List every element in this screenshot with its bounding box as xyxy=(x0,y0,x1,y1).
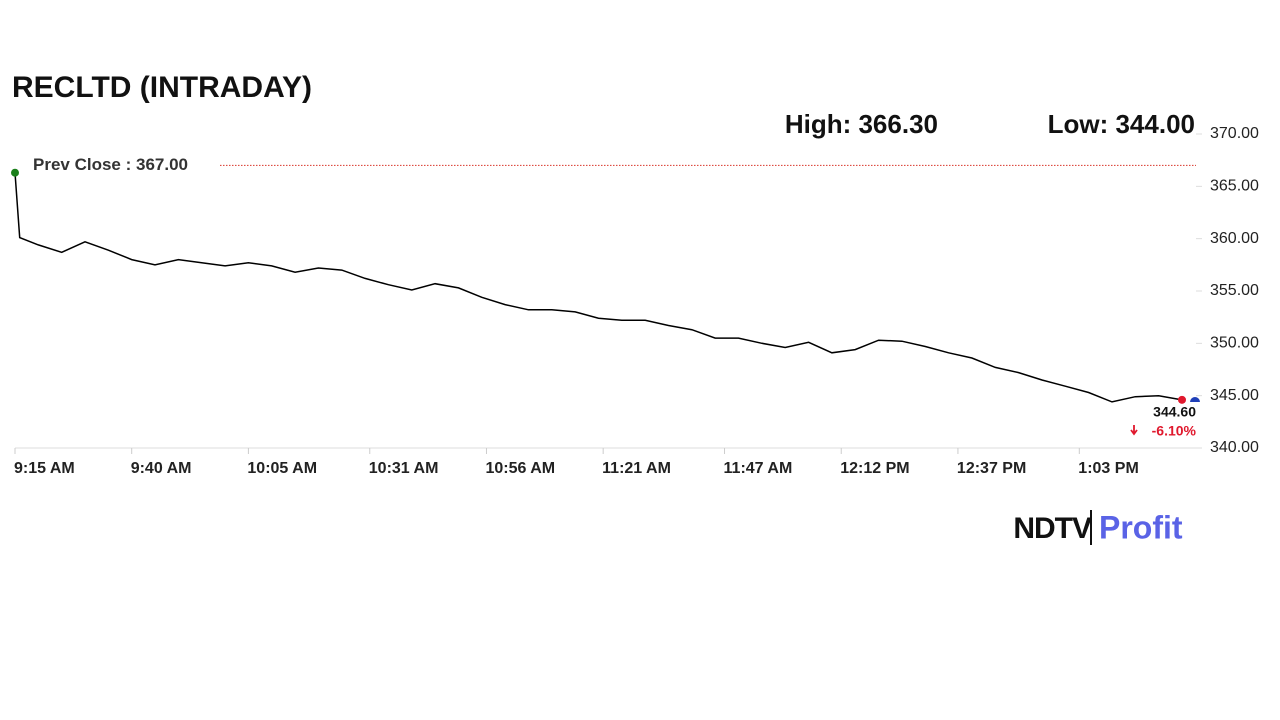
y-tick-label: 350.00 xyxy=(1210,335,1259,352)
x-tick-label: 9:40 AM xyxy=(131,460,192,477)
last-price-label: 344.60 xyxy=(1153,404,1196,420)
x-tick-label: 11:47 AM xyxy=(724,460,793,477)
start-point xyxy=(11,168,19,177)
y-tick-label: 360.00 xyxy=(1210,230,1259,247)
high-label: High: 366.30 xyxy=(785,109,938,139)
brand-name: NDTV xyxy=(1013,512,1092,545)
brand-product: Profit xyxy=(1099,509,1183,545)
price-line xyxy=(14,172,1183,403)
x-tick-label: 11:21 AM xyxy=(602,460,671,477)
end-marker xyxy=(1190,397,1200,402)
y-tick-label: 345.00 xyxy=(1210,387,1259,404)
change-label: -6.10% xyxy=(1152,423,1197,439)
x-tick-label: 1:03 PM xyxy=(1078,460,1138,477)
y-tick-label: 355.00 xyxy=(1210,282,1259,299)
x-tick-label: 10:31 AM xyxy=(369,460,439,477)
down-arrow xyxy=(1130,425,1138,436)
prev-close-label: Prev Close : 367.00 xyxy=(33,155,188,174)
y-tick-label: 370.00 xyxy=(1210,125,1259,142)
x-tick-label: 9:15 AM xyxy=(14,460,75,477)
chart-title: RECLTD (INTRADAY) xyxy=(12,71,312,104)
x-tick-label: 12:12 PM xyxy=(840,460,909,477)
x-tick-label: 10:05 AM xyxy=(247,460,317,477)
x-tick-label: 12:37 PM xyxy=(957,460,1026,477)
low-label: Low: 344.00 xyxy=(1048,109,1195,139)
y-tick-label: 365.00 xyxy=(1210,178,1259,195)
x-tick-label: 10:56 AM xyxy=(485,460,555,477)
end-point xyxy=(1177,395,1186,404)
y-tick-label: 340.00 xyxy=(1210,439,1259,456)
